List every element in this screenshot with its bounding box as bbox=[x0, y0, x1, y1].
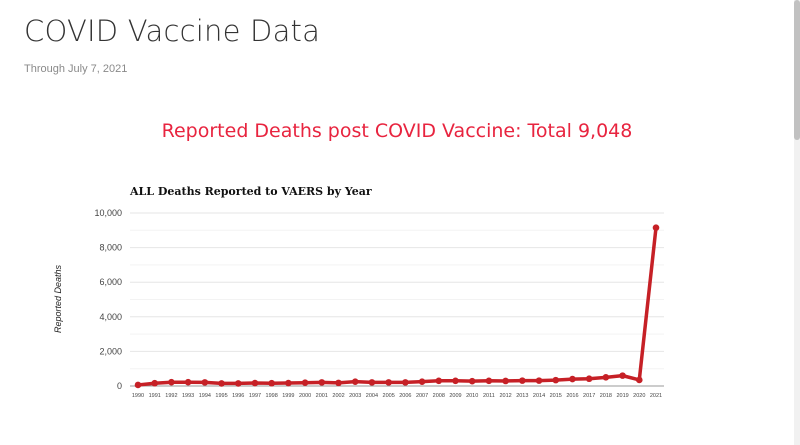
x-tick-label: 2015 bbox=[550, 393, 562, 399]
x-tick-label: 2014 bbox=[533, 393, 545, 399]
page-scrollbar[interactable] bbox=[794, 0, 800, 445]
x-tick-label: 1996 bbox=[232, 393, 244, 399]
data-point bbox=[301, 379, 309, 387]
data-point bbox=[335, 379, 342, 387]
y-tick-label: 2,000 bbox=[99, 346, 122, 356]
x-tick-label: 2010 bbox=[466, 393, 478, 399]
x-tick-label: 2021 bbox=[650, 393, 662, 399]
x-tick-label: 2006 bbox=[399, 393, 411, 399]
x-tick-label: 2009 bbox=[449, 393, 461, 399]
data-point bbox=[385, 379, 392, 386]
data-point bbox=[251, 379, 259, 387]
page-subtitle: Through July 7, 2021 bbox=[24, 63, 128, 75]
data-point bbox=[368, 379, 376, 386]
x-tick-label: 2000 bbox=[299, 393, 311, 399]
chart-headline: Reported Deaths post COVID Vaccine: Tota… bbox=[161, 120, 633, 142]
x-tick-label: 2020 bbox=[633, 393, 645, 399]
data-point bbox=[585, 375, 593, 383]
x-tick-label: 2011 bbox=[483, 393, 495, 399]
x-tick-label: 2013 bbox=[516, 393, 528, 399]
data-point bbox=[435, 377, 443, 385]
data-point bbox=[318, 379, 326, 386]
data-point bbox=[535, 377, 543, 384]
x-tick-label: 2007 bbox=[416, 393, 428, 399]
y-tick-label: 4,000 bbox=[99, 312, 122, 322]
x-tick-label: 2003 bbox=[349, 393, 361, 399]
data-point bbox=[351, 378, 359, 385]
x-tick-label: 2017 bbox=[583, 393, 595, 399]
x-tick-labels: 1990 1991 1992 1993 1994 1995 1996 1997 1998 1999… bbox=[132, 393, 662, 399]
x-tick-label: 1991 bbox=[149, 393, 161, 399]
data-point bbox=[569, 375, 576, 383]
data-point bbox=[619, 372, 626, 379]
data-point bbox=[652, 224, 660, 232]
data-point bbox=[151, 379, 159, 387]
x-tick-label: 2019 bbox=[616, 393, 628, 399]
y-tick-label: 0 bbox=[117, 381, 122, 391]
x-tick-label: 2002 bbox=[332, 393, 344, 399]
scrollbar-thumb[interactable] bbox=[794, 0, 800, 140]
data-point bbox=[418, 378, 426, 385]
x-tick-label: 2018 bbox=[600, 393, 612, 399]
data-point bbox=[184, 378, 192, 386]
x-tick-label: 1998 bbox=[266, 393, 278, 399]
data-point bbox=[602, 374, 610, 381]
data-point bbox=[285, 379, 292, 387]
x-tick-label: 2001 bbox=[316, 393, 328, 399]
data-point bbox=[552, 376, 560, 384]
chart-title: ALL Deaths Reported to VAERS by Year bbox=[129, 185, 372, 198]
data-point bbox=[452, 377, 459, 385]
x-tick-label: 1994 bbox=[199, 393, 211, 399]
series-line bbox=[137, 227, 658, 387]
data-point bbox=[402, 379, 409, 386]
x-tick-label: 1997 bbox=[249, 393, 261, 399]
data-point bbox=[468, 377, 476, 385]
data-point bbox=[234, 380, 242, 387]
y-axis-label: Reported Deaths bbox=[53, 264, 63, 333]
y-tick-labels: 0 2,000 4,000 6,000 8,000 10,000 bbox=[94, 208, 122, 391]
x-tick-label: 2008 bbox=[433, 393, 445, 399]
page-title: COVID Vaccine Data bbox=[24, 14, 321, 48]
x-tick-label: 1992 bbox=[165, 393, 177, 399]
x-tick-label: 2012 bbox=[499, 393, 511, 399]
series-layer bbox=[134, 224, 660, 389]
x-tick-label: 2016 bbox=[566, 393, 578, 399]
data-point bbox=[502, 377, 509, 385]
y-tick-label: 6,000 bbox=[99, 277, 122, 287]
x-tick-label: 1993 bbox=[182, 393, 194, 399]
y-tick-label: 10,000 bbox=[94, 208, 122, 218]
grid-lines bbox=[130, 212, 664, 387]
data-point bbox=[268, 379, 275, 387]
data-point bbox=[218, 380, 225, 387]
data-point bbox=[134, 381, 142, 389]
x-tick-label: 1990 bbox=[132, 393, 144, 399]
data-point bbox=[201, 379, 209, 386]
data-point bbox=[635, 376, 643, 384]
x-tick-label: 2004 bbox=[366, 393, 378, 399]
data-point bbox=[519, 377, 526, 384]
data-point bbox=[168, 378, 175, 386]
y-tick-label: 8,000 bbox=[99, 243, 122, 253]
data-point bbox=[485, 377, 493, 385]
x-tick-label: 2005 bbox=[383, 393, 395, 399]
x-tick-label: 1999 bbox=[282, 393, 294, 399]
x-tick-label: 1995 bbox=[215, 393, 227, 399]
